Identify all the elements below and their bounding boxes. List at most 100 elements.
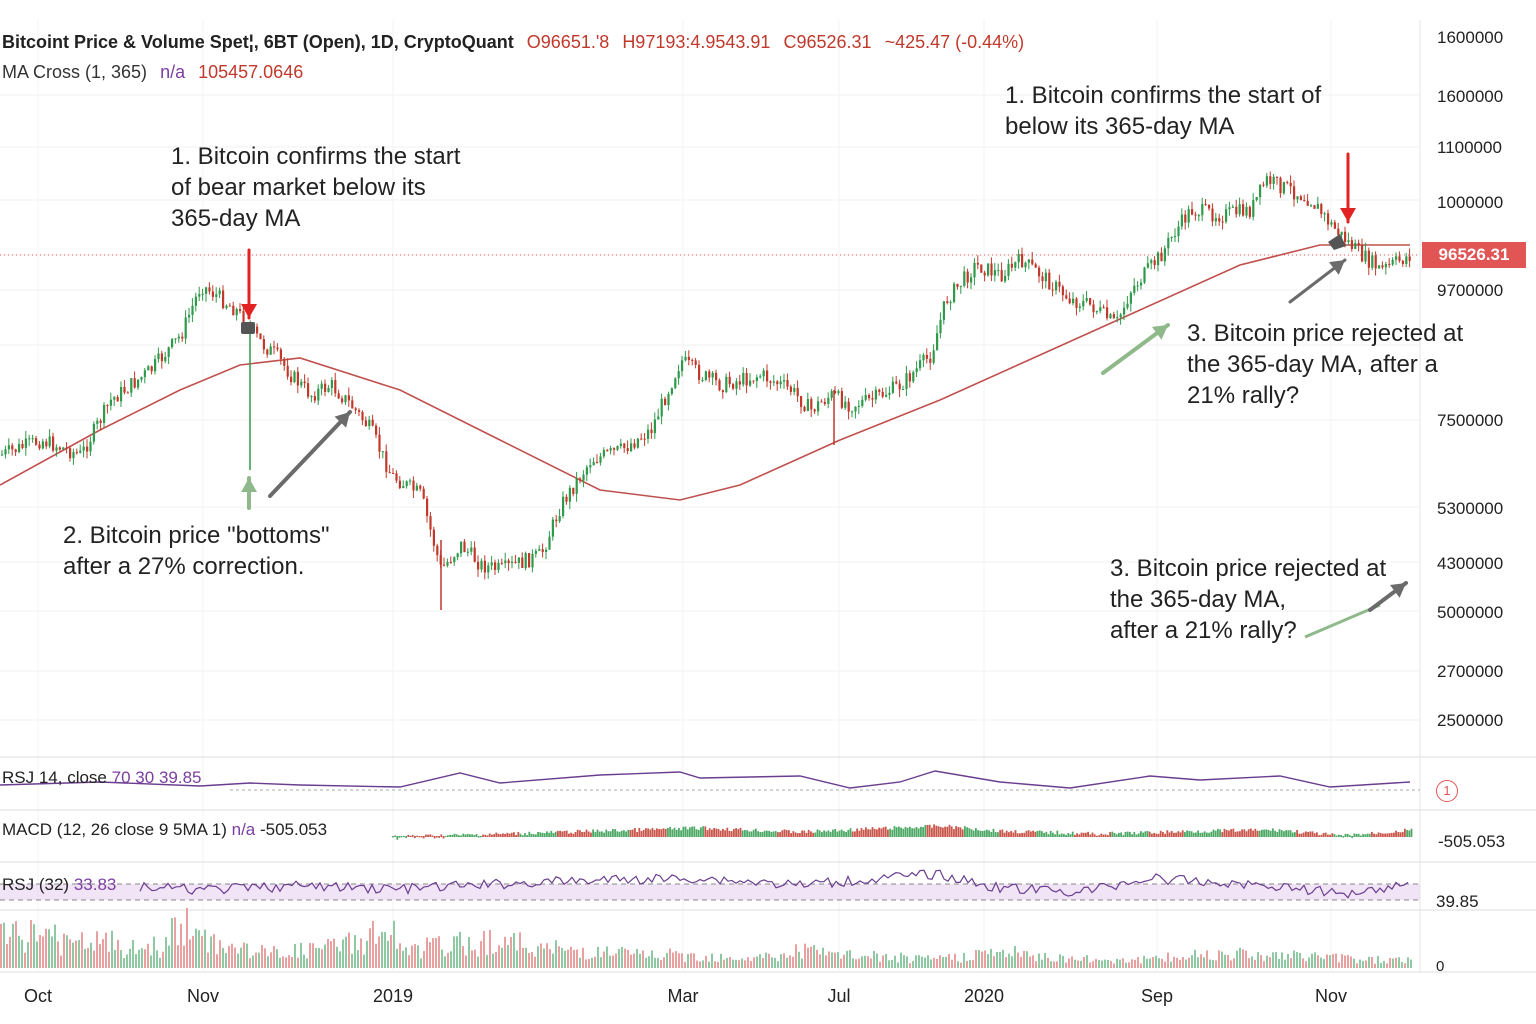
candle-body [521,557,524,568]
candle-body [735,381,738,389]
macd-label[interactable]: MACD (12, 26 close 9 5MA 1) n/a -505.053 [2,820,327,840]
macd-histogram-bar [1192,832,1195,837]
volume-bar [1293,950,1295,968]
macd-histogram-bar [1338,834,1340,837]
candle-body [1194,214,1197,216]
macd-histogram-bar [1096,835,1098,837]
rsi32-label[interactable]: RSJ (32) 33.83 [2,875,116,895]
macd-histogram-bar [504,833,506,837]
candle-body [1180,214,1183,227]
candle-body [62,447,65,450]
macd-histogram-bar [880,828,883,837]
last-price-tag: 96526.31 [1422,242,1526,268]
volume-bar [768,953,770,968]
candle-body [874,389,877,400]
macd-histogram-bar [682,826,685,837]
candle-body [79,450,82,453]
macd-histogram-bar [601,831,603,837]
volume-bar [726,958,728,968]
candle-body [976,262,979,265]
volume-bar [780,954,782,968]
candle-body [793,387,796,392]
volume-bar [309,943,311,968]
candle-body [698,364,701,380]
y-tick-label: 1000000 [1437,193,1503,212]
volume-bar [690,953,692,968]
macd-histogram-bar [891,829,894,837]
macd-histogram-bar [1302,832,1305,837]
macd-histogram-bar [1221,832,1224,837]
volume-bar [1143,955,1145,968]
macd-histogram-bar [579,830,581,837]
volume-bar [123,958,125,968]
macd-histogram-bar [506,832,509,837]
candle-body [35,438,38,445]
macd-histogram-bar [939,826,942,837]
macd-histogram-bar [1153,832,1155,837]
macd-histogram-bar [761,831,764,837]
volume-bar [528,953,530,968]
volume-bar [489,929,491,968]
candle-body [69,448,72,459]
info-icon[interactable]: 1 [1436,780,1458,802]
volume-bar [1392,958,1394,968]
volume-bar [501,947,503,968]
candle-body [395,473,398,481]
volume-bar [765,952,767,968]
candle-body [1007,263,1010,276]
volume-bar [654,957,656,968]
volume-bar [969,960,971,968]
macd-histogram-bar [1214,830,1217,837]
volume-bar [90,942,92,968]
volume-bar [1218,950,1220,968]
volume-bar [627,949,629,968]
macd-histogram-bar [583,831,586,837]
macd-histogram-bar [986,829,988,837]
volume-bar [660,959,662,968]
volume-bar [984,950,986,968]
macd-histogram-bar [453,833,456,837]
macd-histogram-bar [900,827,902,837]
volume-bar [1395,957,1397,968]
cross-marker-right [1328,234,1346,250]
candle-body [446,561,449,566]
macd-histogram-bar [475,833,478,837]
volume-bar [633,953,635,968]
volume-bar [663,957,665,968]
macd-histogram-bar [647,828,649,837]
macd-histogram-bar [924,825,927,837]
candle-body [834,391,837,394]
candle-body [878,389,881,392]
volume-bar [330,941,332,968]
macd-histogram-bar [1177,831,1180,837]
macd-histogram-bar [469,834,471,837]
macd-histogram-bar [920,826,922,837]
rsi14-v3: 39.85 [158,768,202,787]
volume-bar [759,954,761,968]
candle-body [167,347,170,357]
volume-bar [75,940,77,968]
ma-header: MA Cross (1, 365) n/a 105457.0646 [2,62,311,83]
volume-bar [1299,952,1301,968]
macd-histogram-bar [933,824,935,837]
volume-bar [300,942,302,968]
candle-body [786,380,789,387]
macd-histogram-bar [1089,834,1092,837]
volume-bar [1182,956,1184,968]
volume-bar [774,957,776,968]
macd-histogram-bar [1032,830,1034,837]
rsi14-label[interactable]: RSJ 14, close 70 30 39.85 [2,768,201,788]
candle-body [300,381,303,386]
macd-histogram-bar [497,833,500,837]
candle-body [823,402,826,404]
volume-bar [390,935,392,968]
macd-histogram-bar [926,824,929,837]
candle-body [259,333,262,340]
ma-label[interactable]: MA Cross (1, 365) [2,62,148,82]
candle-body [1014,262,1017,268]
volume-bar [1287,953,1289,968]
macd-histogram-bar [752,829,755,837]
volume-bar [117,939,119,968]
macd-histogram-bar [1395,830,1397,837]
candle-body [276,347,279,350]
